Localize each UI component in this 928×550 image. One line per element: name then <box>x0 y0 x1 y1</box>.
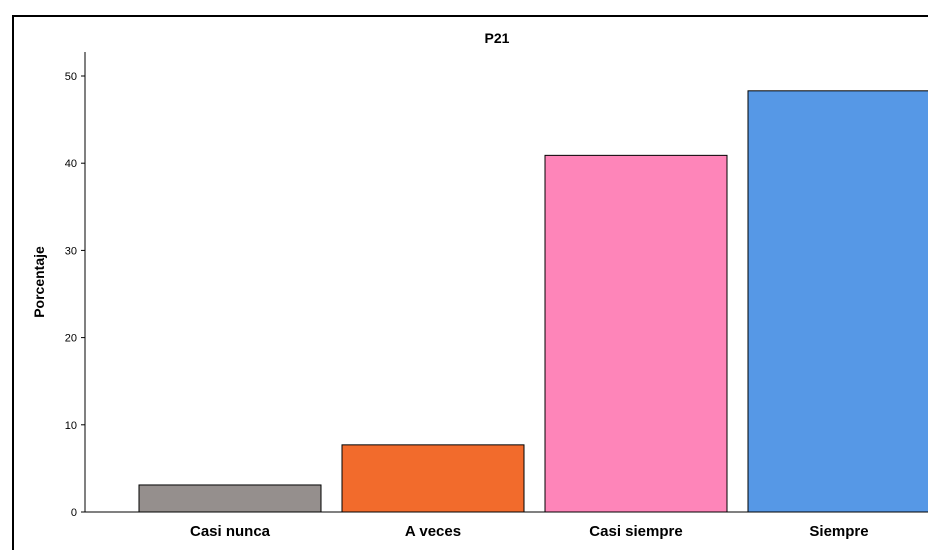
chart-frame <box>12 15 928 550</box>
y-tick-label: 40 <box>65 158 77 170</box>
y-tick-label: 10 <box>65 420 77 432</box>
x-category-label: Casi siempre <box>589 523 682 540</box>
y-tick-label: 0 <box>71 507 77 519</box>
bar-casi-siempre <box>544 154 728 513</box>
x-category-label: Casi nunca <box>190 523 271 540</box>
x-category-label: Siempre <box>809 523 868 540</box>
y-tick-label: 30 <box>65 245 77 257</box>
bar-casi-nunca <box>138 484 322 513</box>
y-axis-label: Porcentaje <box>31 246 47 318</box>
y-tick-label: 20 <box>65 333 77 345</box>
chart-title: P21 <box>485 30 510 46</box>
bar-a-veces <box>341 444 525 513</box>
x-category-label: A veces <box>405 523 461 540</box>
y-tick-label: 50 <box>65 71 77 83</box>
bar-siempre <box>747 90 928 513</box>
